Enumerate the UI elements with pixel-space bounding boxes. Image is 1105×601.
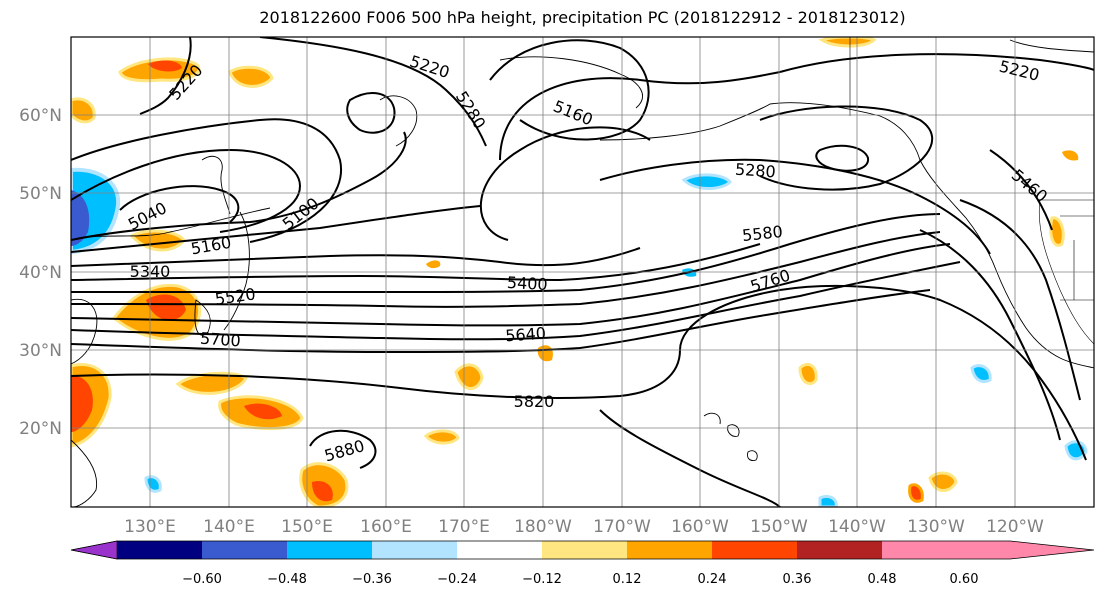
contour-label: 5400 — [506, 273, 548, 294]
lon-label: 160°E — [360, 517, 412, 537]
lon-label: 130°W — [907, 517, 965, 537]
lon-label: 170°E — [438, 517, 490, 537]
colorbar-extend-high — [964, 541, 1094, 559]
lon-label: 120°W — [986, 517, 1044, 537]
colorbar-tick-label: −0.48 — [267, 572, 307, 587]
colorbar-segment — [372, 541, 457, 559]
precipitation-shading — [71, 37, 1088, 507]
lat-label: 50°N — [19, 184, 62, 204]
contour-label: 5700 — [199, 329, 241, 351]
colorbar-segment — [627, 541, 712, 559]
lat-label: 30°N — [19, 341, 62, 361]
lon-label: 150°W — [750, 517, 808, 537]
lon-label: 180°W — [514, 517, 572, 537]
contour-label: 5580 — [741, 222, 783, 245]
lat-label: 20°N — [19, 419, 62, 439]
colorbar-tick-label: −0.12 — [522, 572, 562, 587]
colorbar-tick-labels: −0.60 −0.48 −0.36 −0.24 −0.12 0.12 0.24 … — [182, 572, 978, 587]
colorbar-extend-low — [70, 540, 118, 560]
colorbar-tick-label: −0.60 — [182, 572, 222, 587]
lon-label: 140°W — [828, 517, 886, 537]
lon-label: 150°E — [281, 517, 333, 537]
coastlines — [71, 39, 1094, 507]
colorbar-segment — [202, 541, 287, 559]
colorbar-tick-label: 0.48 — [868, 572, 897, 587]
lon-label: 160°W — [671, 517, 729, 537]
longitude-labels: 130°E 140°E 150°E 160°E 170°E 180°W 170°… — [124, 517, 1044, 537]
colorbar-tick-label: 0.60 — [950, 572, 979, 587]
colorbar-tick-label: −0.36 — [352, 572, 392, 587]
lat-label: 40°N — [19, 263, 62, 283]
colorbar-tick-label: 0.24 — [698, 572, 727, 587]
colorbar-segment — [117, 541, 202, 559]
map-title: 2018122600 F006 500 hPa height, precipit… — [259, 8, 906, 27]
colorbar-tick-label: −0.24 — [437, 572, 477, 587]
contour-label: 5640 — [505, 324, 547, 346]
height-contours — [71, 37, 1094, 507]
map-grid — [71, 37, 1094, 507]
contour-label: 5280 — [734, 160, 776, 182]
contour-label: 5820 — [514, 392, 555, 411]
lat-label: 60°N — [19, 106, 62, 126]
colorbar-tick-label: 0.12 — [613, 572, 642, 587]
colorbar-outline — [70, 540, 1095, 560]
lon-label: 130°E — [124, 517, 176, 537]
colorbar-segment — [457, 541, 542, 559]
political-borders — [849, 37, 1094, 345]
colorbar-segment — [797, 541, 882, 559]
colorbar-segment — [542, 541, 627, 559]
latitude-labels: 60°N 50°N 40°N 30°N 20°N — [19, 106, 62, 439]
colorbar-tick-label: 0.36 — [783, 572, 812, 587]
colorbar: −0.60 −0.48 −0.36 −0.24 −0.12 0.12 0.24 … — [70, 540, 1095, 587]
colorbar-segment — [287, 541, 372, 559]
colorbar-segment — [712, 541, 797, 559]
colorbar-segment — [882, 541, 964, 559]
contour-label: 5340 — [130, 262, 171, 281]
lon-label: 140°E — [203, 517, 255, 537]
lon-label: 170°W — [593, 517, 651, 537]
map-frame — [70, 36, 1095, 508]
